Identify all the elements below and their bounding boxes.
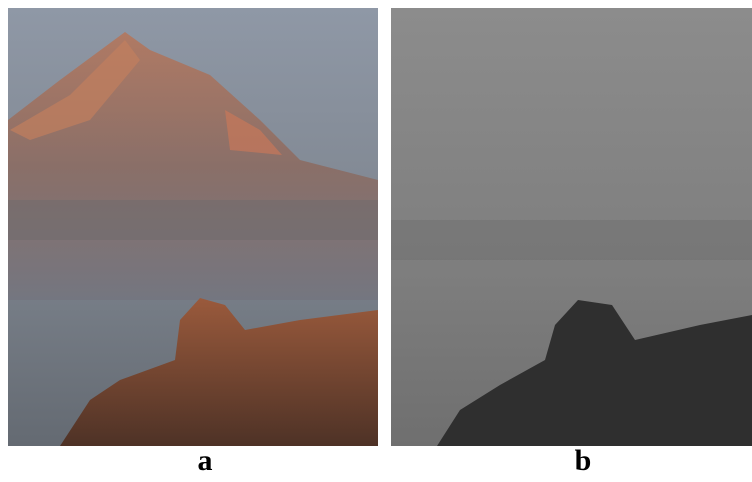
panel-label: b [575, 444, 592, 477]
panel-a-image [8, 8, 378, 446]
cliff-band [8, 200, 378, 240]
panel-label: a [198, 444, 213, 477]
page: a b (() => { const data = JSON.parse(doc… [0, 0, 752, 482]
cliff-band [391, 220, 752, 260]
figure: a b [0, 0, 752, 482]
panel-b-image [391, 8, 752, 446]
